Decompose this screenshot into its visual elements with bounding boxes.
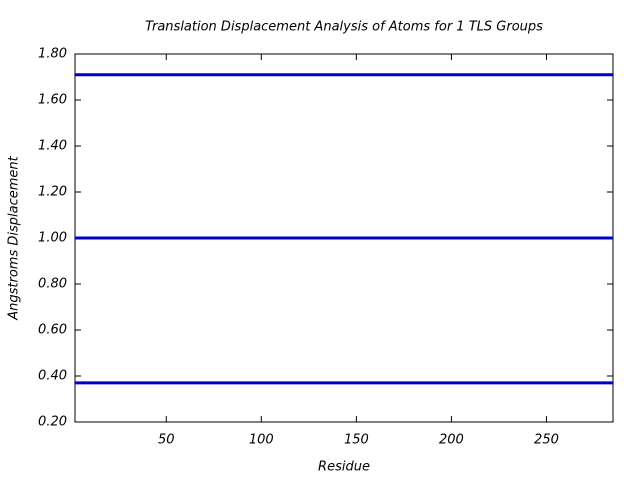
x-axis-label: Residue bbox=[318, 460, 370, 475]
y-axis-label: Angstroms Displacement bbox=[7, 155, 22, 320]
y-tick-label: 1.80 bbox=[38, 47, 67, 62]
y-tick-label: 0.80 bbox=[38, 277, 67, 292]
y-tick-label: 0.60 bbox=[38, 323, 67, 338]
x-tick-label: 150 bbox=[344, 433, 369, 448]
y-tick-label: 1.60 bbox=[38, 93, 67, 108]
x-tick-label: 250 bbox=[534, 433, 559, 448]
y-tick-label: 1.40 bbox=[38, 139, 67, 154]
y-tick-label: 0.40 bbox=[38, 369, 67, 384]
y-tick-label: 0.20 bbox=[38, 415, 67, 430]
y-tick-label: 1.00 bbox=[38, 231, 67, 246]
chart-title: Translation Displacement Analysis of Ato… bbox=[145, 20, 543, 35]
x-tick-label: 200 bbox=[439, 433, 464, 448]
x-tick-label: 50 bbox=[158, 433, 175, 448]
x-tick-label: 100 bbox=[249, 433, 274, 448]
y-tick-label: 1.20 bbox=[38, 185, 67, 200]
